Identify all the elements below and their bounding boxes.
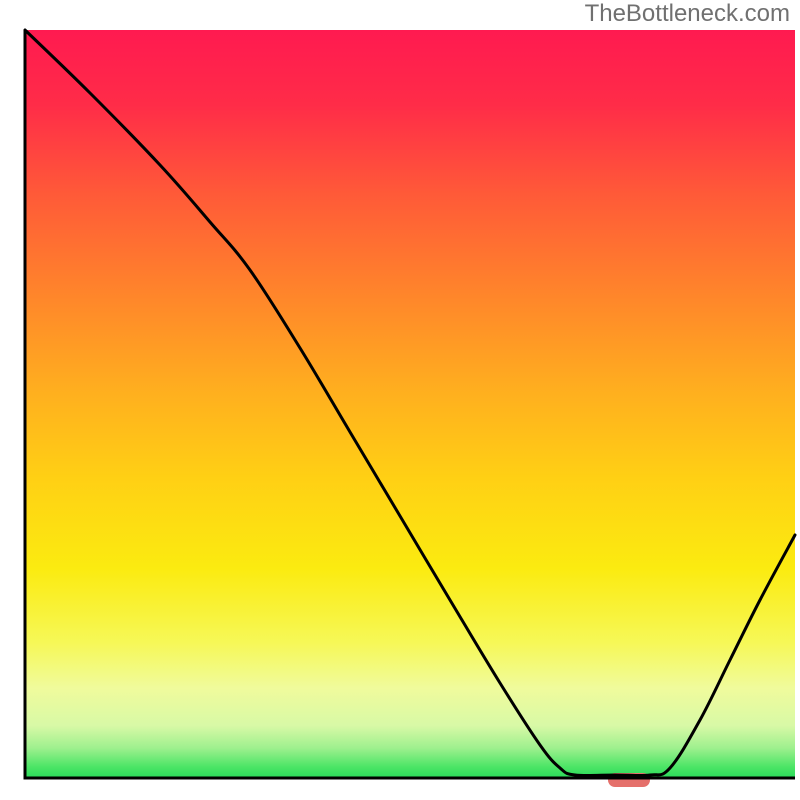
chart-svg xyxy=(0,0,800,800)
gradient-background xyxy=(25,30,795,778)
bottleneck-chart xyxy=(0,0,800,800)
watermark-label: TheBottleneck.com xyxy=(585,0,790,28)
